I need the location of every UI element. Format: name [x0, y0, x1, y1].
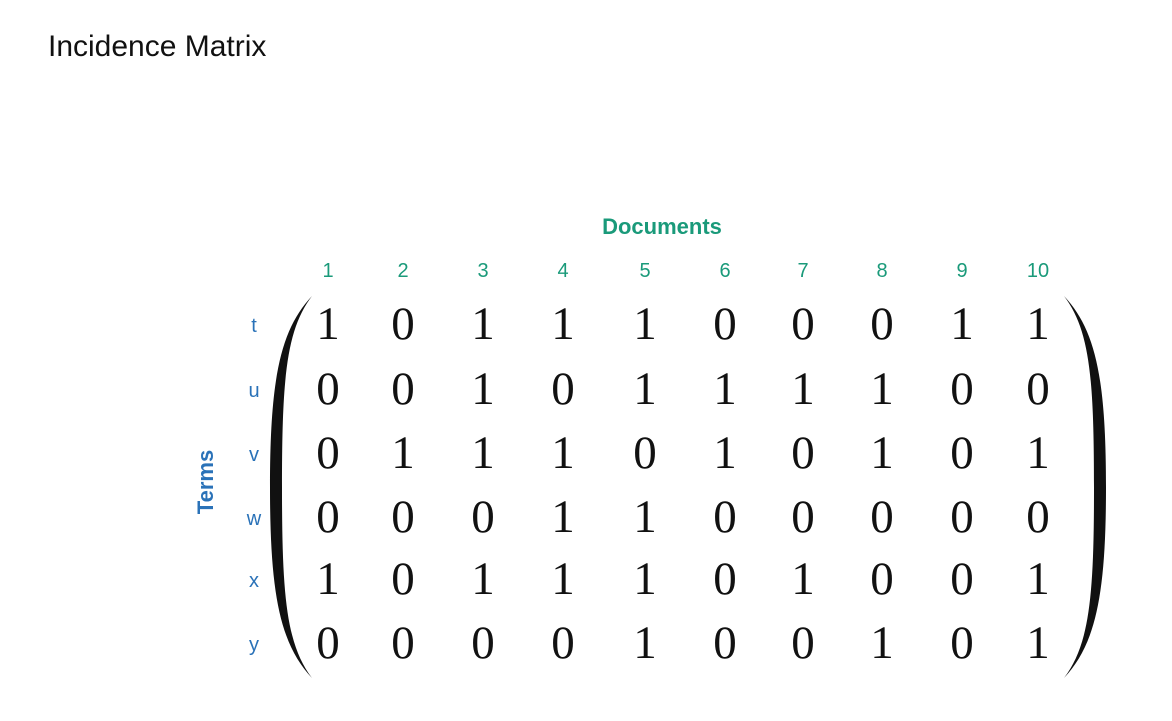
matrix-cell: 0 [391, 617, 415, 669]
matrix-cell: 0 [316, 427, 340, 479]
matrix-cell: 1 [950, 298, 974, 350]
matrix-cell: 0 [950, 363, 974, 415]
matrix-cell: 0 [471, 491, 495, 543]
matrix-cell: 1 [551, 553, 575, 605]
row-label: y [249, 634, 259, 656]
matrix-cell: 1 [1026, 553, 1050, 605]
matrix-cell: 1 [1026, 298, 1050, 350]
column-label: 6 [719, 260, 731, 282]
column-label: 10 [1026, 260, 1050, 282]
page-title: Incidence Matrix [48, 30, 267, 63]
matrix-cell: 0 [316, 363, 340, 415]
matrix-cell: 0 [1026, 363, 1050, 415]
matrix-cell: 0 [870, 491, 894, 543]
matrix-cell: 1 [316, 298, 340, 350]
matrix-cell: 1 [791, 363, 815, 415]
matrix-cell: 0 [471, 617, 495, 669]
matrix-cell: 0 [791, 427, 815, 479]
column-label: 3 [477, 260, 489, 282]
matrix-cell: 1 [391, 427, 415, 479]
column-label: 1 [322, 260, 334, 282]
matrix-cell: 1 [471, 363, 495, 415]
matrix-cell: 0 [791, 298, 815, 350]
column-label: 5 [639, 260, 651, 282]
matrix-cell: 1 [633, 363, 657, 415]
matrix-cell: 0 [551, 617, 575, 669]
matrix-cell: 0 [713, 617, 737, 669]
matrix-cell: 0 [391, 363, 415, 415]
matrix-cell: 1 [551, 298, 575, 350]
matrix-cell: 1 [870, 363, 894, 415]
column-label: 9 [956, 260, 968, 282]
matrix-cell: 1 [471, 553, 495, 605]
matrix-cell: 1 [713, 427, 737, 479]
matrix-cell: 0 [950, 553, 974, 605]
matrix-cell: 0 [713, 491, 737, 543]
row-label: u [248, 380, 260, 402]
matrix-cell: 0 [316, 617, 340, 669]
row-label: v [249, 444, 259, 466]
matrix-cell: 0 [950, 427, 974, 479]
matrix-cell: 0 [950, 617, 974, 669]
row-label: t [251, 315, 257, 337]
matrix-cell: 1 [633, 553, 657, 605]
matrix-cell: 1 [713, 363, 737, 415]
matrix-cell: 1 [316, 553, 340, 605]
matrix-cell: 1 [870, 427, 894, 479]
matrix-cell: 1 [1026, 617, 1050, 669]
matrix-cell: 0 [633, 427, 657, 479]
left-parenthesis [270, 296, 312, 678]
matrix-cell: 0 [551, 363, 575, 415]
documents-axis-title: Documents [602, 214, 722, 239]
matrix-cell: 1 [870, 617, 894, 669]
matrix-cell: 0 [713, 553, 737, 605]
matrix-cell: 0 [391, 491, 415, 543]
matrix-cell: 0 [950, 491, 974, 543]
matrix-cell: 0 [870, 298, 894, 350]
matrix-cell: 1 [551, 491, 575, 543]
matrix-cell: 0 [713, 298, 737, 350]
column-label: 4 [557, 260, 569, 282]
row-label: x [249, 570, 259, 592]
matrix-cell: 1 [471, 298, 495, 350]
column-label: 7 [797, 260, 809, 282]
matrix-cell: 1 [791, 553, 815, 605]
matrix-cell: 1 [633, 617, 657, 669]
column-label: 8 [876, 260, 888, 282]
matrix-cell: 0 [1026, 491, 1050, 543]
matrix-cell: 1 [1026, 427, 1050, 479]
matrix-cell: 1 [633, 298, 657, 350]
right-parenthesis [1064, 296, 1106, 678]
row-label: w [246, 508, 262, 530]
matrix-cell: 1 [551, 427, 575, 479]
matrix-cell: 0 [391, 298, 415, 350]
matrix-cell: 0 [391, 553, 415, 605]
matrix-cell: 1 [633, 491, 657, 543]
matrix-cell: 0 [316, 491, 340, 543]
matrix-cell: 0 [791, 617, 815, 669]
matrix-cell: 0 [870, 553, 894, 605]
matrix-cell: 0 [791, 491, 815, 543]
matrix-cell: 1 [471, 427, 495, 479]
column-label: 2 [397, 260, 409, 282]
